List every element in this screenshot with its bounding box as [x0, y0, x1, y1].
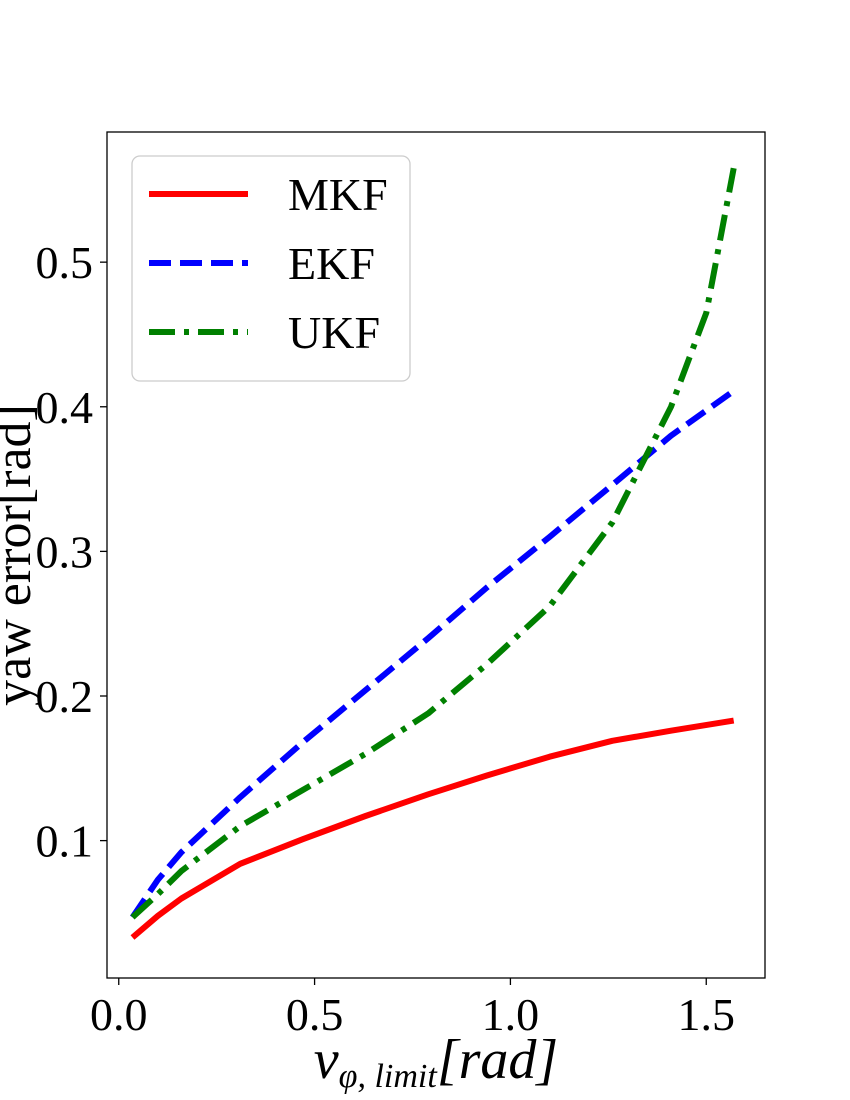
series-line-mkf — [130, 717, 735, 940]
legend-label-ekf: EKF — [288, 238, 375, 289]
legend: MKF EKF UKF — [131, 155, 411, 382]
y-tick-label: 0.2 — [36, 671, 94, 722]
y-tick-label: 0.1 — [36, 816, 94, 867]
y-tick-label: 0.5 — [36, 237, 94, 288]
series-lines — [130, 167, 737, 940]
y-tick-label: 0.3 — [36, 526, 94, 577]
series-line-ekf — [130, 388, 736, 919]
y-axis-ticks: 0.1 0.2 0.3 0.4 0.5 — [36, 237, 107, 867]
x-axis-label-unit: [rad] — [437, 1029, 558, 1091]
legend-label-ukf: UKF — [288, 307, 380, 358]
x-tick-label: 0.5 — [286, 989, 344, 1040]
x-axis-label-main: v — [314, 1029, 339, 1091]
legend-box — [131, 155, 411, 382]
y-axis-label: yaw error[rad] — [0, 404, 42, 706]
y-tick-label: 0.4 — [36, 382, 94, 433]
x-axis-label-subscript: φ, limit — [339, 1058, 439, 1095]
series-line-ukf — [130, 167, 737, 920]
x-axis-label: vφ, limit[rad] — [314, 1029, 558, 1095]
x-tick-label: 1.5 — [678, 989, 736, 1040]
x-axis-ticks: 0.0 0.5 1.0 1.5 — [90, 978, 735, 1040]
legend-label-mkf: MKF — [288, 169, 388, 220]
x-tick-label: 1.0 — [482, 989, 540, 1040]
x-tick-label: 0.0 — [90, 989, 148, 1040]
plot-area-frame — [106, 131, 766, 979]
